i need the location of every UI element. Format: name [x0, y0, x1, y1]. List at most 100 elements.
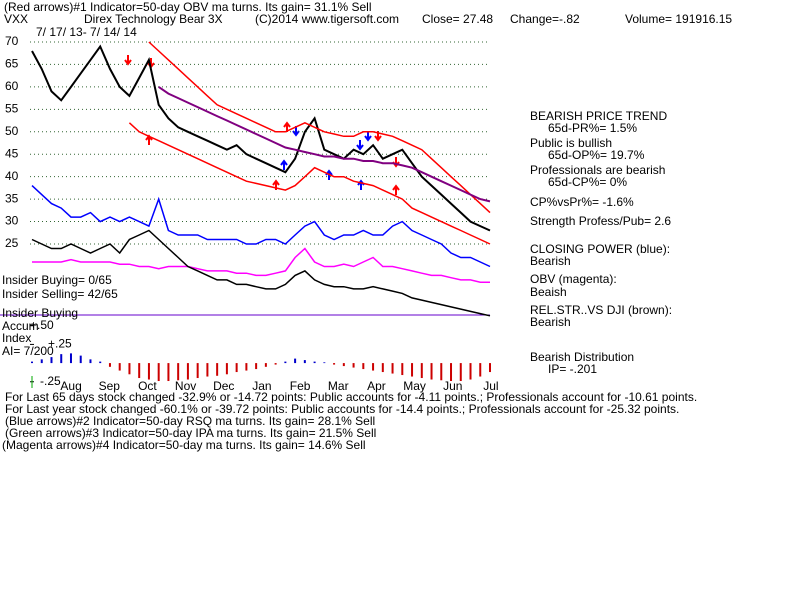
arrow — [280, 159, 288, 170]
accum-bar — [372, 363, 375, 371]
x-tick-label: Apr — [367, 379, 386, 393]
accum-bar — [284, 361, 287, 364]
y-tick-label: 50 — [5, 124, 19, 138]
x-tick-label: Feb — [290, 379, 311, 393]
accum-bar — [196, 363, 199, 379]
left-note: Insider Buying — [2, 306, 78, 320]
accum-bar — [264, 363, 267, 367]
accum-bar — [60, 354, 63, 364]
accum-bar — [391, 363, 394, 374]
arrow — [124, 55, 132, 66]
side-note: Strength Profess/Pub= 2.6 — [530, 214, 671, 228]
accum-bar — [118, 363, 121, 371]
y-tick-label: 65 — [5, 57, 19, 71]
y-tick-label: 25 — [5, 236, 19, 250]
left-note: AI= 7/200 — [2, 344, 54, 358]
accum-bar — [128, 363, 131, 375]
header-text: Volume= 191916.15 — [625, 12, 732, 26]
footer-note: For Last 65 days stock changed -32.9% or… — [5, 390, 697, 404]
header-text: Change=-.82 — [510, 12, 580, 26]
accum-bar — [489, 363, 491, 373]
accum-bar — [459, 363, 462, 382]
accum-bar — [99, 361, 102, 364]
y-tick-label: 30 — [5, 214, 19, 228]
series-line — [148, 41, 491, 214]
accum-bar — [50, 357, 53, 364]
y-tick-label: 60 — [5, 79, 19, 93]
side-note: Professionals are bearish — [530, 163, 665, 177]
accum-bar — [79, 355, 82, 364]
accum-bar — [89, 359, 92, 364]
x-tick-label: Jul — [483, 379, 498, 393]
accum-bar — [303, 360, 306, 364]
accum-bar — [167, 363, 170, 382]
left-note: Accum — [2, 319, 39, 333]
accum-bar — [362, 363, 365, 370]
series-line — [32, 247, 490, 283]
accum-bar — [342, 363, 345, 367]
accum-bar — [177, 363, 180, 381]
y-tick-label: 55 — [5, 101, 19, 115]
y-tick-label: 35 — [5, 191, 19, 205]
accum-bar — [69, 353, 72, 364]
accum-bar — [323, 362, 326, 364]
footer-note: For Last year stock changed -60.1% or -3… — [5, 402, 679, 416]
side-note: REL.STR..VS DJI (brown): — [530, 303, 672, 317]
side-note: IP= -.201 — [548, 362, 597, 376]
x-tick-label: Aug — [60, 379, 81, 393]
accum-bar — [420, 363, 423, 379]
accum-bar — [440, 363, 443, 381]
y2-tick-label: -.25 — [40, 374, 61, 388]
accum-bar — [294, 358, 297, 364]
side-note: 65d-OP%= 19.7% — [548, 148, 645, 162]
side-note: CP%vsPr%= -1.6% — [530, 195, 634, 209]
left-note: Insider Buying= 0/65 — [2, 273, 112, 287]
side-note: Beaish — [530, 285, 567, 299]
side-note: Public is bullish — [530, 136, 612, 150]
header-text: Direx Technology Bear 3X — [84, 12, 223, 26]
accum-bar — [313, 361, 316, 364]
header-text: VXX — [4, 12, 28, 26]
side-note: OBV (magenta): — [530, 272, 617, 286]
accum-bar — [216, 363, 219, 376]
series-line — [128, 122, 491, 245]
side-note: Bearish Distribution — [530, 350, 634, 364]
accum-bar — [411, 363, 414, 377]
x-tick-label: May — [403, 379, 426, 393]
accum-bar — [157, 363, 160, 382]
left-note: Index — [2, 331, 31, 345]
accum-bar — [40, 359, 43, 364]
x-tick-label: Jun — [443, 379, 462, 393]
accum-bar — [245, 363, 248, 371]
accum-bar — [469, 363, 472, 380]
chart-title: (Red arrows)#1 Indicator=50-day OBV ma t… — [4, 0, 372, 14]
accum-bar — [147, 363, 150, 380]
accum-bar — [381, 363, 384, 373]
series-line — [31, 185, 491, 268]
x-tick-label: Oct — [138, 379, 157, 393]
y-tick-label: 45 — [5, 146, 19, 160]
series-line — [31, 44, 491, 232]
header-text: Close= 27.48 — [422, 12, 493, 26]
accum-bar — [138, 363, 141, 379]
accum-bar — [450, 363, 453, 382]
arrow — [356, 140, 364, 151]
x-tick-label: Jan — [252, 379, 271, 393]
accum-bar — [108, 363, 111, 367]
accum-bar — [235, 363, 238, 373]
side-note: BEARISH PRICE TREND — [530, 109, 667, 123]
accum-bar — [479, 363, 482, 377]
y2-tick-label: +.25 — [48, 337, 72, 351]
y-tick-label: 70 — [5, 34, 19, 48]
side-note: 65d-CP%= 0% — [548, 175, 627, 189]
footer-note: (Blue arrows)#2 Indicator=50-day RSQ ma … — [5, 414, 375, 428]
left-note: Insider Selling= 42/65 — [2, 287, 118, 301]
date-range: 7/ 17/ 13- 7/ 14/ 14 — [36, 25, 137, 39]
footer-note: (Magenta arrows)#4 Indicator=50-day ma t… — [2, 438, 366, 452]
header-text: (C)2014 www.tigersoft.com — [255, 12, 399, 26]
x-tick-label: Dec — [213, 379, 234, 393]
x-tick-label: Mar — [328, 379, 349, 393]
side-note: 65d-PR%= 1.5% — [548, 121, 637, 135]
